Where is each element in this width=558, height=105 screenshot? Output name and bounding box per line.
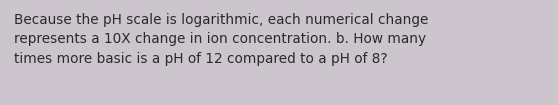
Text: Because the pH scale is logarithmic, each numerical change
represents a 10X chan: Because the pH scale is logarithmic, eac… bbox=[14, 13, 429, 66]
